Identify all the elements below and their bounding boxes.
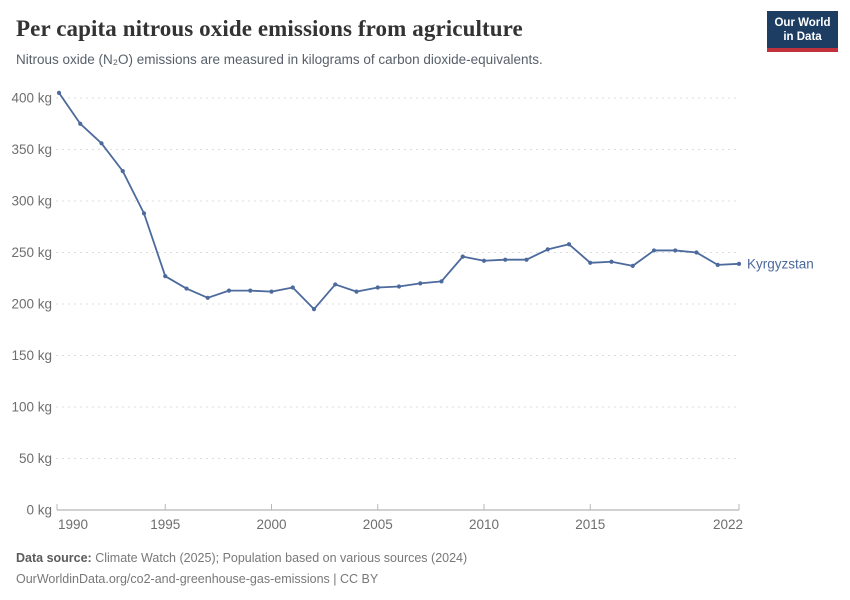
x-tick-label: 2015	[575, 517, 605, 532]
data-point[interactable]	[396, 284, 402, 289]
data-point[interactable]	[99, 141, 104, 146]
footer: Data source: Climate Watch (2025); Popul…	[16, 548, 834, 590]
data-point[interactable]	[588, 260, 593, 265]
owid-logo-text: Our World in Data	[767, 11, 838, 48]
chart-subtitle: Nitrous oxide (N₂O) emissions are measur…	[16, 52, 543, 67]
data-point[interactable]	[566, 242, 572, 247]
x-tick-label: 2010	[469, 517, 499, 532]
data-point[interactable]	[715, 262, 720, 267]
data-point[interactable]	[290, 285, 295, 290]
data-point[interactable]	[120, 169, 125, 174]
y-tick-label: 300 kg	[11, 194, 52, 209]
data-point[interactable]	[354, 289, 359, 294]
data-point[interactable]	[78, 121, 83, 126]
data-source-text: Climate Watch (2025); Population based o…	[91, 551, 468, 565]
data-point[interactable]	[545, 247, 550, 252]
data-point[interactable]	[736, 261, 742, 266]
data-source-line: Data source: Climate Watch (2025); Popul…	[16, 548, 834, 569]
data-point[interactable]	[205, 295, 210, 300]
owid-logo-redbar	[767, 48, 838, 52]
data-point[interactable]	[694, 250, 699, 255]
y-tick-label: 400 kg	[11, 91, 52, 106]
y-tick-label: 0 kg	[26, 503, 52, 518]
owid-logo-line2: in Data	[783, 31, 822, 43]
chart-title: Per capita nitrous oxide emissions from …	[16, 16, 523, 41]
y-tick-label: 100 kg	[11, 400, 52, 415]
owid-logo[interactable]: Our World in Data	[767, 11, 838, 52]
entity-label[interactable]: Kyrgyzstan	[747, 256, 814, 271]
data-point[interactable]	[503, 257, 508, 262]
x-tick-label: 1990	[58, 517, 88, 532]
x-tick-label: 1995	[150, 517, 180, 532]
data-point[interactable]	[375, 285, 380, 290]
y-tick-label: 250 kg	[11, 245, 52, 260]
data-point[interactable]	[651, 248, 657, 253]
owid-logo-line1: Our World	[774, 17, 831, 29]
data-point[interactable]	[226, 288, 232, 293]
data-point[interactable]	[609, 259, 614, 264]
data-point[interactable]	[184, 286, 189, 291]
chart-svg: 0 kg 50 kg 100 kg 150 kg 200 kg 250 kg 300 kg 3…	[11, 90, 814, 533]
y-tick-label: 350 kg	[11, 142, 52, 157]
data-point[interactable]	[439, 279, 444, 284]
data-point[interactable]	[673, 248, 678, 253]
x-tick-label: 2000	[256, 517, 286, 532]
data-point[interactable]	[141, 211, 147, 216]
plot-area: 0 kg 50 kg 100 kg 150 kg 200 kg 250 kg 300 kg 3…	[0, 80, 850, 540]
x-tick-label: 2022	[713, 517, 743, 532]
y-tick-label: 50 kg	[19, 451, 52, 466]
y-tick-label: 200 kg	[11, 297, 52, 312]
data-point[interactable]	[481, 258, 487, 263]
data-point[interactable]	[163, 274, 168, 279]
data-point[interactable]	[418, 281, 423, 286]
data-point[interactable]	[630, 263, 635, 268]
data-point[interactable]	[269, 289, 274, 294]
data-point[interactable]	[333, 282, 338, 287]
data-point[interactable]	[311, 307, 317, 312]
x-tick-label: 2005	[363, 517, 393, 532]
data-point[interactable]	[524, 257, 529, 262]
y-tick-label: 150 kg	[11, 348, 52, 363]
data-point[interactable]	[460, 254, 465, 259]
data-point[interactable]	[56, 90, 62, 95]
citation-line[interactable]: OurWorldinData.org/co2-and-greenhouse-ga…	[16, 572, 379, 586]
data-point[interactable]	[248, 288, 253, 293]
data-source-label: Data source:	[16, 551, 92, 565]
